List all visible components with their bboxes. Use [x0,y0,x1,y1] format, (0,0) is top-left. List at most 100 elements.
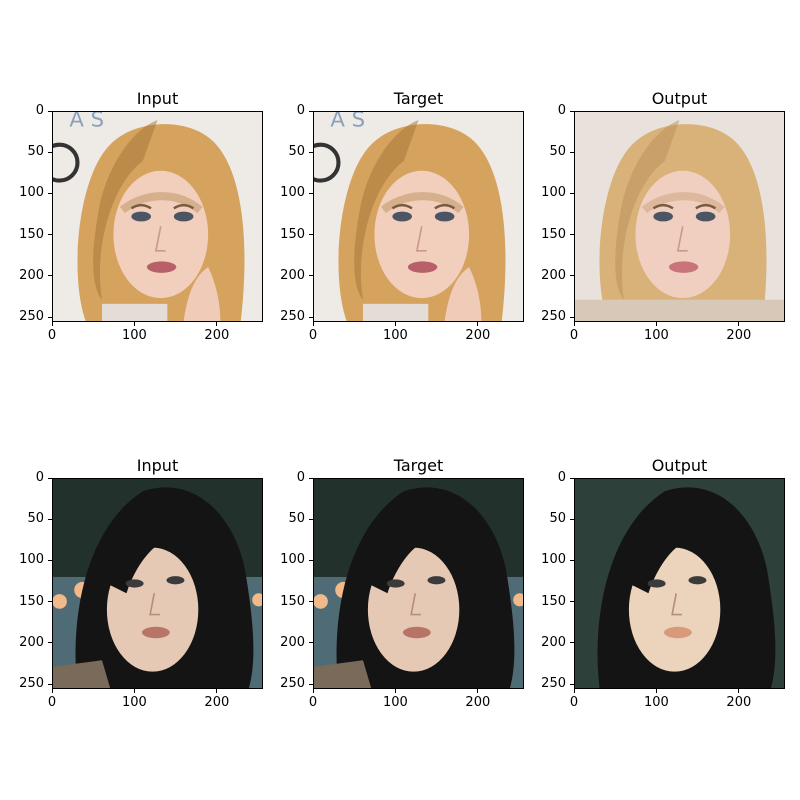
panel-title: Target [393,89,444,108]
x-tick-label: 200 [465,328,491,343]
y-tick-mark [570,683,574,685]
y-tick-label: 0 [35,103,44,118]
y-tick-label: 100 [541,552,566,568]
y-tick-mark [48,601,52,603]
y-tick-label: 200 [280,634,305,650]
x-tick-mark [738,689,740,693]
x-tick-mark [738,322,740,326]
y-tick-mark [309,642,313,644]
x-tick-label: 200 [726,328,752,343]
y-tick-label: 150 [280,593,305,609]
y-tick-label: 0 [296,470,305,485]
y-tick-label: 100 [19,552,44,568]
x-tick-mark [216,689,218,693]
y-tick-label: 100 [280,185,305,201]
portrait-image [574,111,785,322]
y-tick-label: 0 [557,470,566,485]
y-tick-label: 50 [549,511,566,527]
y-tick-label: 150 [541,593,566,609]
y-tick-mark [309,559,313,561]
x-tick-label: 0 [569,328,579,343]
portrait-image [574,478,785,689]
x-tick-mark [216,322,218,326]
x-tick-mark [655,689,657,693]
y-tick-label: 100 [541,185,566,201]
portrait-dark-haired-woman-input-art [53,479,262,688]
y-tick-label: 250 [280,309,305,325]
y-tick-mark [309,192,313,194]
y-tick-mark [48,316,52,318]
y-tick-mark [48,151,52,153]
y-tick-label: 200 [19,634,44,650]
y-tick-mark [309,683,313,685]
y-tick-label: 250 [541,309,566,325]
x-tick-mark [573,322,575,326]
y-tick-mark [48,642,52,644]
x-tick-mark [394,689,396,693]
x-tick-label: 0 [47,328,57,343]
y-tick-label: 50 [288,144,305,160]
y-tick-label: 200 [541,634,566,650]
y-tick-mark [48,192,52,194]
x-tick-mark [477,322,479,326]
y-tick-label: 150 [541,226,566,242]
y-tick-mark [48,477,52,479]
y-tick-mark [309,275,313,277]
x-tick-label: 0 [308,328,318,343]
panel-title: Target [393,456,444,475]
portrait-image: A S [52,111,263,322]
x-tick-label: 200 [465,695,491,710]
y-tick-label: 250 [280,676,305,692]
y-tick-mark [570,601,574,603]
y-tick-label: 50 [549,144,566,160]
y-tick-label: 250 [19,676,44,692]
y-tick-mark [570,234,574,236]
y-tick-label: 0 [557,103,566,118]
y-tick-label: 100 [19,185,44,201]
y-tick-label: 150 [280,226,305,242]
x-tick-mark [51,689,53,693]
x-tick-label: 200 [204,695,230,710]
x-tick-mark [655,322,657,326]
x-tick-mark [133,689,135,693]
x-tick-mark [133,322,135,326]
portrait-blonde-woman-output-art [575,112,784,321]
x-tick-label: 100 [122,695,147,710]
y-tick-mark [570,477,574,479]
y-tick-label: 200 [280,267,305,283]
y-tick-mark [570,275,574,277]
x-tick-label: 100 [383,328,408,343]
y-tick-mark [570,192,574,194]
portrait-image: A S [313,111,524,322]
svg-text:A S: A S [69,112,104,133]
portrait-blonde-woman-input-art: A S [53,112,262,321]
x-tick-mark [573,689,575,693]
y-tick-label: 50 [27,144,44,160]
x-tick-label: 100 [644,328,669,343]
y-tick-label: 200 [19,267,44,283]
y-tick-mark [570,559,574,561]
y-tick-mark [309,477,313,479]
y-tick-label: 50 [288,511,305,527]
x-tick-mark [312,322,314,326]
panel-title: Output [651,89,708,108]
y-tick-mark [48,559,52,561]
x-tick-label: 100 [383,695,408,710]
y-tick-mark [570,151,574,153]
x-tick-label: 100 [644,695,669,710]
y-tick-mark [309,110,313,112]
x-tick-label: 0 [569,695,579,710]
y-tick-label: 100 [280,552,305,568]
y-tick-mark [309,234,313,236]
x-tick-label: 100 [122,328,147,343]
y-tick-mark [309,518,313,520]
portrait-dark-haired-woman-target-art [314,479,523,688]
x-tick-mark [312,689,314,693]
y-tick-mark [309,316,313,318]
y-tick-label: 200 [541,267,566,283]
y-tick-mark [570,316,574,318]
panel-title: Input [136,456,179,475]
x-tick-mark [51,322,53,326]
y-tick-mark [570,110,574,112]
y-tick-label: 150 [19,226,44,242]
